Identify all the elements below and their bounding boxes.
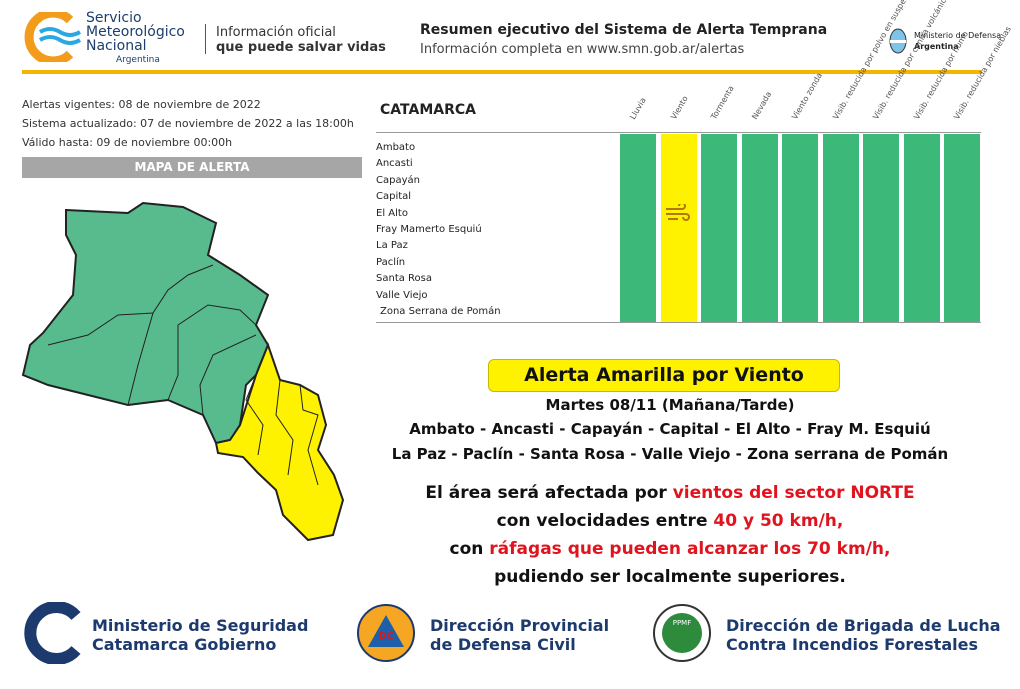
footer-line: Catamarca Gobierno	[92, 635, 277, 654]
footer-org: Dirección de Brigada de Lucha Contra Ince…	[726, 616, 1001, 654]
row-label: Valle Viejo	[376, 289, 428, 301]
row-label: Paclín	[376, 256, 406, 268]
info-line: Válido hasta: 09 de noviembre 00:00h	[22, 136, 233, 149]
ministry-line: Argentina	[914, 42, 959, 51]
message-segment: con velocidades entre	[496, 511, 714, 531]
defensa-civil-logo: DC	[357, 604, 415, 662]
info-line: Sistema actualizado: 07 de noviembre de …	[22, 117, 354, 130]
column-header: Tormenta	[709, 84, 736, 121]
message-segment: pudiendo ser localmente superiores.	[494, 567, 846, 587]
row-label: Ancasti	[376, 158, 413, 170]
seguridad-logo	[24, 602, 81, 664]
org-name: Servicio Meteorológico Nacional Argentin…	[86, 11, 185, 67]
brigada-logo: PPMF	[653, 604, 711, 662]
ministry-shield	[889, 28, 907, 54]
alert-areas: Ambato - Ancasti - Capayán - Capital - E…	[409, 420, 931, 438]
message-segment: El área será afectada por	[425, 483, 673, 503]
message-line: con ráfagas que pueden alcanzar los 70 k…	[380, 539, 960, 559]
ministry: Ministerio de Defensa Argentina	[914, 30, 1001, 52]
status-column	[903, 134, 940, 322]
column-header: Nevada	[749, 90, 773, 121]
status-column	[660, 134, 697, 322]
alert-areas: La Paz - Paclín - Santa Rosa - Valle Vie…	[391, 445, 949, 463]
footer-line: Dirección Provincial	[430, 616, 610, 635]
status-column	[701, 134, 737, 322]
status-column	[944, 134, 980, 322]
footer-line: Contra Incendios Forestales	[726, 635, 978, 654]
message-segment: con	[449, 539, 490, 559]
tagline: Información oficial que puede salvar vid…	[216, 25, 386, 55]
message-segment: 40 y 50 km/h,	[713, 511, 844, 531]
row-label: Capayán	[376, 174, 420, 186]
status-column	[741, 134, 778, 322]
map	[21, 201, 345, 542]
status-column	[822, 134, 859, 322]
alert-title: Alerta Amarilla por Viento	[488, 359, 840, 392]
row-label: Ambato	[376, 142, 416, 153]
map-title: MAPA DE ALERTA	[22, 157, 362, 178]
message-segment: ráfagas que pueden alcanzar los 70 km/h,	[489, 539, 891, 559]
row-label: La Paz	[376, 240, 408, 252]
badge-text: DC	[378, 631, 394, 642]
status-column	[782, 134, 818, 322]
alert-date: Martes 08/11 (Mañana/Tarde)	[545, 396, 795, 414]
column-header: Viento	[668, 94, 690, 121]
org-line: Nacional	[86, 38, 147, 54]
message-line: pudiendo ser localmente superiores.	[380, 567, 960, 587]
footer-line: Dirección de Brigada de Lucha	[726, 616, 1001, 635]
row-label: El Alto	[376, 207, 408, 219]
row-label: Fray Mamerto Esquiú	[376, 224, 482, 235]
ministry-line: Ministerio de Defensa	[914, 31, 1002, 40]
column-header: Lluvia	[628, 96, 648, 121]
info: Alertas vigentes: 08 de noviembre de 202…	[22, 95, 354, 152]
row-label: Capital	[376, 191, 412, 203]
message-segment: vientos del sector NORTE	[672, 483, 915, 503]
org-line: Meteorológico	[86, 24, 185, 40]
badge-text: PPMF	[673, 619, 692, 627]
header-rule	[22, 70, 982, 74]
status-column	[863, 134, 899, 322]
footer-line: de Defensa Civil	[430, 635, 576, 654]
column-header: Visib. reducida por humo	[911, 29, 970, 121]
column-header: Visib. reducida por polvo en suspensión	[830, 0, 918, 121]
org-line: Servicio	[86, 10, 142, 26]
info-line: Alertas vigentes: 08 de noviembre de 202…	[22, 98, 261, 111]
org-country: Argentina	[116, 55, 160, 65]
footer-org: Ministerio de Seguridad Catamarca Gobiern…	[92, 616, 308, 654]
province: CATAMARCA	[380, 102, 476, 118]
tagline-line: que puede salvar vidas	[216, 40, 386, 55]
subtitle: Información completa en www.smn.gob.ar/a…	[420, 42, 745, 57]
column-header: Visib. reducida por ceniza volcánica	[871, 0, 951, 122]
column-header: Visib. reducida por nieblas	[952, 24, 1013, 121]
status-column	[620, 134, 656, 322]
wind-icon	[666, 204, 690, 221]
title: Resumen ejecutivo del Sistema de Alerta …	[420, 22, 828, 38]
column-header: Viento zonda	[790, 71, 825, 121]
footer-line: Ministerio de Seguridad	[92, 616, 309, 635]
message-line: con velocidades entre 40 y 50 km/h,	[380, 511, 960, 531]
tagline-line: Información oficial	[216, 25, 336, 40]
smn-logo	[24, 12, 82, 62]
message-line: El área será afectada por vientos del se…	[380, 483, 960, 503]
row-label: Zona Serrana de Pomán	[380, 306, 501, 317]
row-label: Santa Rosa	[376, 273, 432, 285]
footer-org: Dirección Provincial de Defensa Civil	[430, 616, 609, 654]
